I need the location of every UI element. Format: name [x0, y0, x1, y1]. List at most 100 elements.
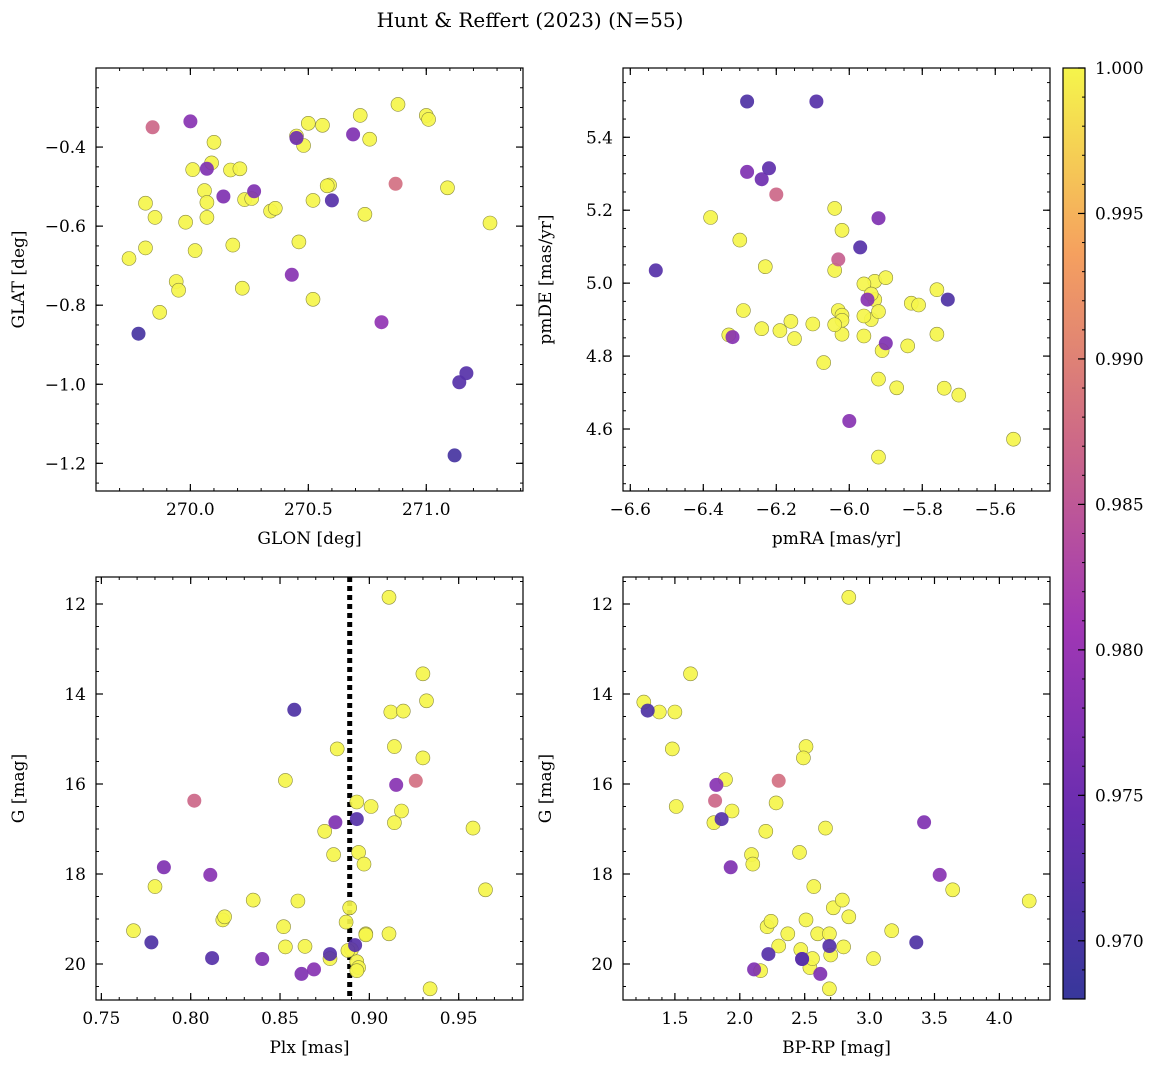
- data-point: [884, 923, 900, 939]
- data-point: [754, 172, 769, 187]
- data-point: [324, 193, 339, 208]
- data-point: [315, 118, 330, 133]
- x-tick-label: 270.0: [166, 500, 215, 520]
- data-point: [866, 951, 881, 966]
- data-point: [356, 856, 372, 872]
- data-point: [792, 845, 807, 860]
- data-point: [482, 215, 498, 231]
- y-axis-label: G [mag]: [9, 754, 29, 823]
- data-point: [816, 355, 832, 370]
- data-point: [856, 328, 872, 344]
- data-point: [381, 589, 397, 605]
- data-point: [878, 336, 893, 351]
- colorbar: 0.970 0.975 0.980 0.985 0.990 0.995 1.000: [1062, 59, 1144, 1000]
- data-point: [747, 962, 762, 977]
- data-point: [822, 981, 837, 997]
- data-point: [724, 803, 740, 819]
- x-tick-label: −6.2: [756, 500, 797, 520]
- data-point: [932, 867, 947, 882]
- data-point: [145, 120, 160, 135]
- data-point: [929, 326, 945, 342]
- y-tick-label: 14: [64, 685, 86, 705]
- data-point: [740, 164, 755, 179]
- data-point: [936, 380, 952, 396]
- data-point: [152, 304, 167, 320]
- data-point: [664, 741, 680, 757]
- data-point: [878, 270, 894, 286]
- data-point: [447, 448, 462, 463]
- x-tick-label: 0.75: [82, 1009, 120, 1029]
- data-point: [415, 750, 431, 766]
- data-point: [352, 108, 368, 123]
- x-tick-label: 4.0: [986, 1009, 1013, 1029]
- data-point: [787, 331, 802, 346]
- x-tick-label: −5.6: [975, 500, 1016, 520]
- data-point: [147, 879, 163, 894]
- data-point: [871, 371, 886, 387]
- data-point: [725, 330, 740, 345]
- data-point: [732, 232, 748, 248]
- colorbar-tick-label: 0.975: [1095, 786, 1144, 806]
- data-point: [388, 176, 403, 191]
- x-axis-label: Plx [mas]: [269, 1038, 349, 1058]
- data-point: [147, 210, 163, 225]
- axes-frame: [95, 576, 524, 1001]
- point-group: [636, 589, 1037, 997]
- data-point: [841, 909, 857, 925]
- data-point: [284, 267, 299, 282]
- y-tick-label: 4.6: [586, 420, 613, 440]
- data-point: [856, 308, 872, 324]
- data-point: [121, 251, 137, 266]
- data-point: [383, 704, 399, 720]
- data-point: [478, 882, 493, 898]
- data-point: [395, 703, 411, 719]
- data-point: [346, 127, 361, 142]
- data-point: [235, 280, 250, 296]
- data-point: [860, 292, 875, 307]
- data-point: [754, 321, 770, 337]
- data-point: [381, 926, 397, 942]
- data-point: [667, 704, 683, 720]
- y-axis-label: G [mag]: [536, 754, 556, 823]
- data-point: [305, 291, 321, 307]
- data-point: [827, 201, 843, 216]
- y-tick-label: 18: [64, 865, 86, 885]
- data-point: [929, 282, 945, 298]
- data-point: [387, 815, 402, 831]
- data-point: [362, 131, 378, 147]
- data-point: [255, 952, 270, 966]
- data-point: [421, 112, 436, 127]
- data-point: [708, 793, 723, 808]
- data-point: [806, 879, 822, 894]
- data-point: [736, 303, 751, 318]
- data-point: [338, 914, 354, 930]
- data-point: [205, 951, 220, 966]
- y-tick-label: −0.8: [45, 296, 86, 316]
- data-point: [199, 195, 215, 210]
- x-tick-label: 3.0: [856, 1009, 883, 1029]
- data-point: [232, 161, 248, 177]
- data-point: [871, 211, 886, 226]
- data-point: [329, 741, 345, 757]
- data-point: [772, 323, 788, 338]
- data-point: [714, 812, 729, 827]
- data-point: [183, 114, 198, 129]
- data-point: [768, 795, 784, 811]
- data-point: [762, 161, 776, 176]
- point-group: [121, 97, 498, 463]
- x-tick-label: −5.8: [902, 500, 943, 520]
- data-point: [871, 304, 886, 319]
- data-point: [171, 282, 186, 298]
- data-point: [294, 966, 309, 981]
- data-point: [740, 94, 755, 109]
- data-point: [853, 240, 868, 255]
- y-tick-label: 16: [591, 775, 613, 795]
- x-tick-label: 0.90: [350, 1009, 388, 1029]
- colorbar-tick-label: 0.985: [1095, 495, 1144, 515]
- data-point: [648, 263, 663, 278]
- data-point: [276, 919, 291, 935]
- panel-glon-glat: 270.0 270.5 271.0 −1.2 −1.0 −0.8 −0.6 −0.4 GLON …: [9, 67, 524, 549]
- data-point: [300, 116, 316, 131]
- data-point: [763, 913, 779, 929]
- x-tick-label: 2.0: [726, 1009, 753, 1029]
